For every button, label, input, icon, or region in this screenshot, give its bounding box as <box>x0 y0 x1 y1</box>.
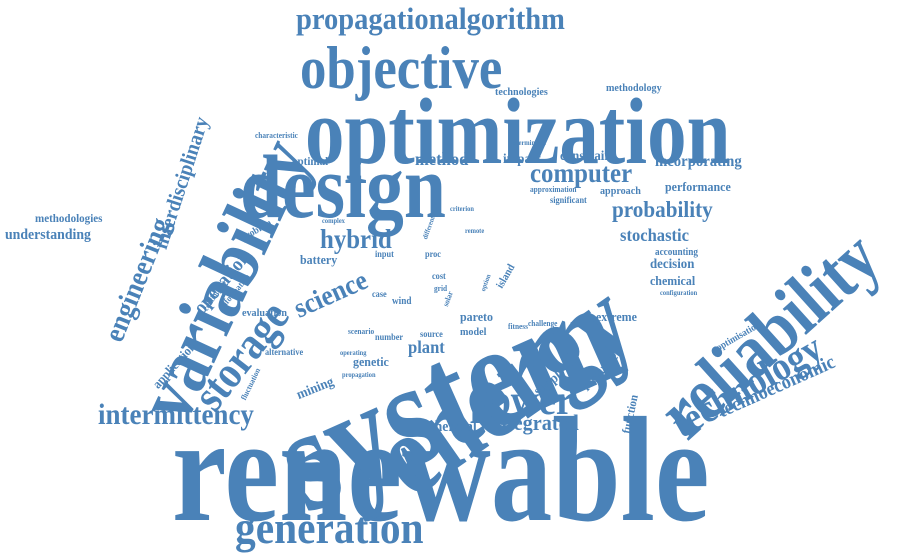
word-computer: computer <box>530 158 633 188</box>
word-pareto: pareto <box>460 309 494 324</box>
word-thermal: thermal <box>430 419 477 435</box>
word-fitness: fitness <box>508 322 529 331</box>
word-approximation: approximation <box>530 185 577 194</box>
word-design: design <box>240 138 446 237</box>
word-optimal: optimal <box>292 154 329 168</box>
word-grid: grid <box>434 284 448 293</box>
word-renewable: renewable <box>172 387 710 553</box>
word-number: number <box>375 332 404 342</box>
word-input: input <box>375 249 394 259</box>
word-method: method <box>415 149 469 169</box>
word-proc: proc <box>425 249 441 259</box>
word-science: science <box>289 264 373 325</box>
word-source: source <box>420 329 443 339</box>
word-deterministic: deterministic <box>510 139 547 147</box>
word-constraint: constraint <box>560 149 616 164</box>
word-understanding: understanding <box>5 227 91 243</box>
word-propagationalgorithm: propagationalgorithm <box>296 1 565 36</box>
word-extreme: extreme <box>596 309 637 324</box>
word-alternative: alternative <box>265 347 304 357</box>
word-operating: operating <box>340 349 367 357</box>
word-characteristic: characteristic <box>255 131 298 140</box>
word-impact: impact <box>503 152 541 167</box>
word-plant: plant <box>408 337 445 357</box>
word-complex: complex <box>322 217 345 225</box>
word-evaluation: evaluation <box>242 307 287 319</box>
word-challenge: challenge <box>528 319 558 328</box>
word-performance: performance <box>665 179 731 194</box>
word-integrated: integrated <box>490 410 579 435</box>
word-hybrid: hybrid <box>320 224 392 254</box>
word-methodologies: methodologies <box>35 211 103 225</box>
word-objective: objective <box>300 35 503 101</box>
word-scenario: scenario <box>348 327 375 336</box>
word-technologies: technologies <box>495 86 548 98</box>
word-stochastic: stochastic <box>620 225 689 245</box>
word-optimization: optimization <box>305 80 731 184</box>
word-model: model <box>460 326 487 338</box>
word-configuration: configuration <box>660 289 698 297</box>
word-genetic: genetic <box>353 354 389 369</box>
word-generation: generation <box>235 502 424 553</box>
word-methodology: methodology <box>606 82 662 94</box>
word-intermittency: intermittency <box>98 398 254 431</box>
word-cost: cost <box>432 271 446 281</box>
word-probability: probability <box>612 197 713 222</box>
word-incorporating: incorporating <box>655 153 742 170</box>
word-power: power <box>470 378 574 424</box>
word-remote: remote <box>465 227 485 235</box>
word-approach: approach <box>600 185 641 197</box>
word-propagation: propagation <box>342 371 376 379</box>
word-accounting: accounting <box>655 247 698 258</box>
word-chemical: chemical <box>650 273 696 288</box>
word-significant: significant <box>550 195 587 205</box>
word-wind: wind <box>392 296 412 307</box>
word-battery: battery <box>300 252 338 267</box>
word-case: case <box>372 289 387 299</box>
word-decision: decision <box>650 257 695 272</box>
word-criterion: criterion <box>450 205 474 213</box>
